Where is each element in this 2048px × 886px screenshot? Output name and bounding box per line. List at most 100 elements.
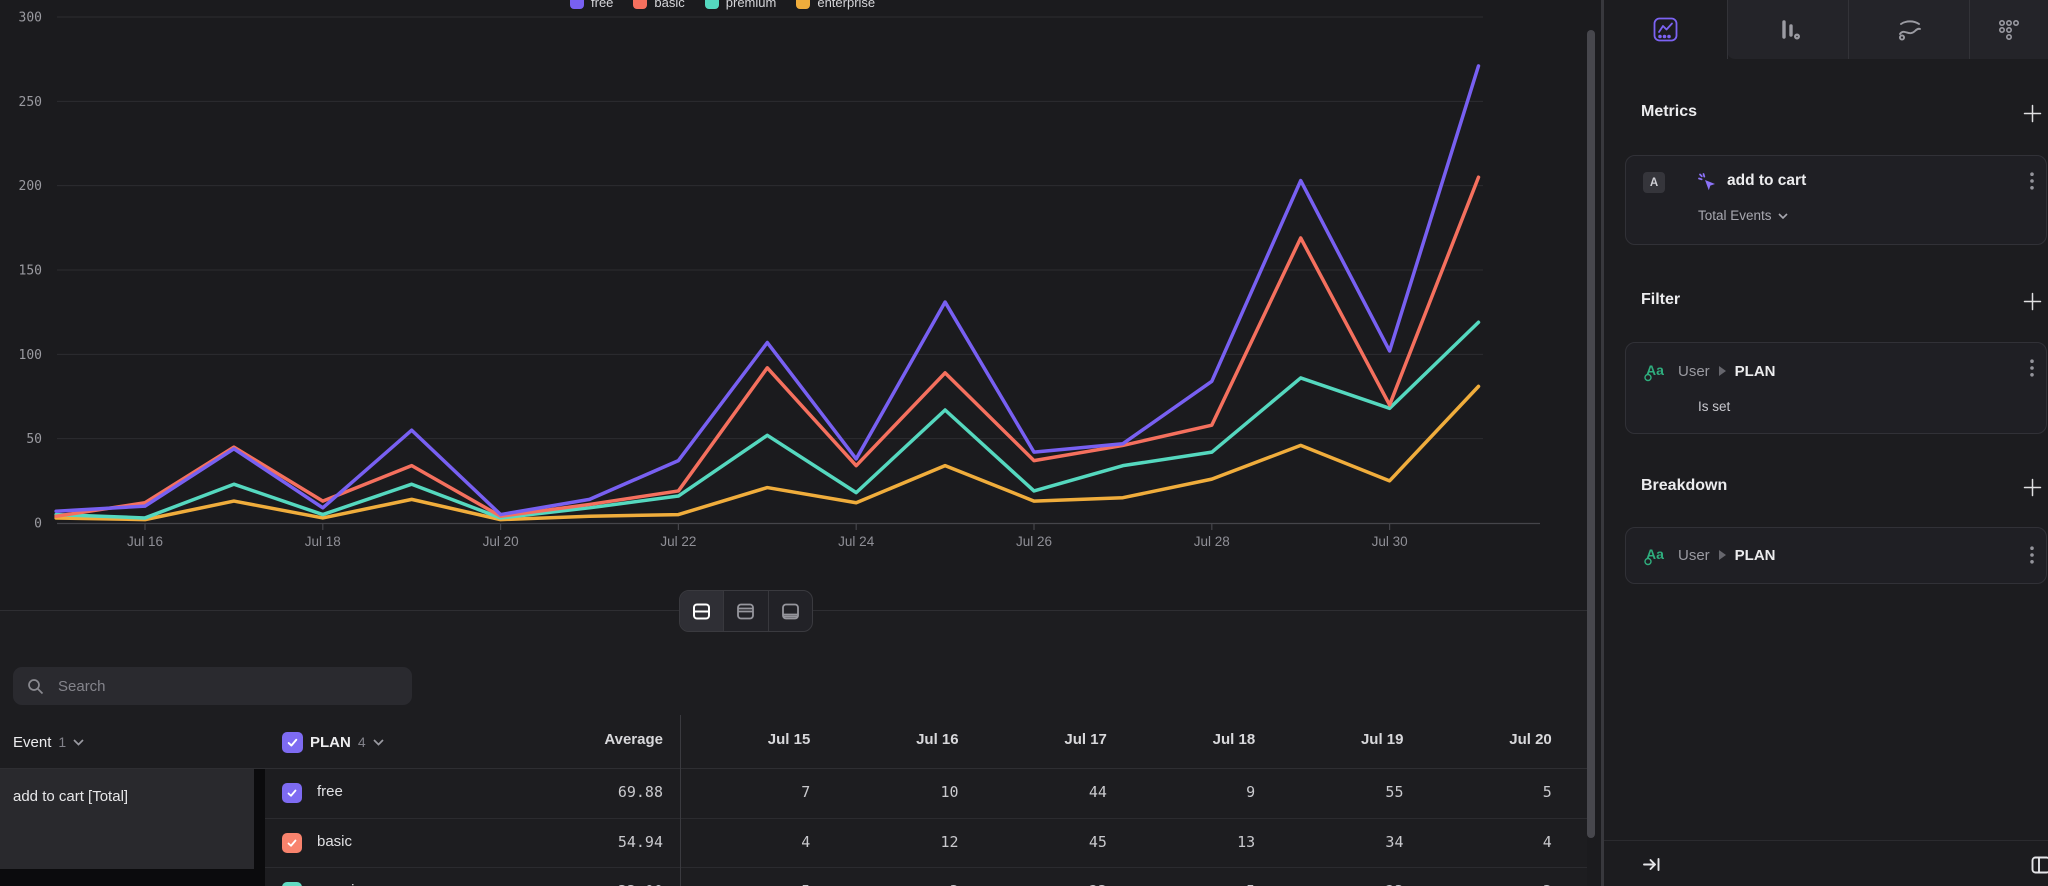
breakdown-card[interactable]: Aa User PLAN bbox=[1625, 527, 2047, 584]
average-column-header[interactable]: Average bbox=[604, 731, 663, 748]
table-row-basic[interactable]: basic 54.94 4 12 45 13 34 4 bbox=[265, 819, 1587, 868]
legend-label: basic bbox=[654, 0, 685, 10]
metric-aggregation-dropdown[interactable]: Total Events bbox=[1698, 208, 1788, 223]
chevron-down-icon bbox=[73, 738, 84, 746]
query-builder-panel: Metrics A add to cart Total Events Filte… bbox=[1601, 0, 2048, 886]
metric-letter-badge: A bbox=[1643, 172, 1665, 193]
plan-count: 4 bbox=[357, 734, 366, 750]
plan-header-checkbox[interactable] bbox=[282, 731, 303, 753]
x-axis-label: Jul 22 bbox=[660, 534, 696, 549]
view-split-button[interactable] bbox=[680, 591, 724, 631]
breakdown-property-label[interactable]: PLAN bbox=[1734, 546, 1776, 564]
filter-card[interactable]: Aa User PLAN Is set bbox=[1625, 342, 2047, 434]
series-line-free[interactable] bbox=[54, 64, 1481, 517]
table-row-premium[interactable]: premium33.0053235233 bbox=[265, 868, 1587, 886]
text-property-icon: Aa bbox=[1644, 546, 1664, 566]
metrics-section-title: Metrics bbox=[1641, 103, 1698, 120]
legend-item-free[interactable]: free bbox=[570, 0, 613, 10]
date-column-header[interactable]: Jul 16 bbox=[916, 731, 959, 748]
metric-card[interactable]: A add to cart Total Events bbox=[1625, 155, 2047, 245]
plan-label: premium bbox=[317, 882, 375, 886]
x-axis-label: Jul 30 bbox=[1372, 534, 1408, 549]
add-breakdown-button[interactable] bbox=[2021, 476, 2043, 498]
series-line-premium[interactable] bbox=[54, 320, 1481, 520]
value-cell: 23 bbox=[1255, 882, 1403, 886]
line-chart: 0 50 100 150 200 250 300 Jul 16 Jul 18 Jul 20 Jul … bbox=[19, 11, 1540, 549]
plan-checkbox-premium[interactable] bbox=[282, 882, 302, 886]
collapse-panel-button[interactable] bbox=[1641, 854, 1662, 880]
plan-checkbox-free[interactable] bbox=[282, 783, 302, 803]
metric-options-button[interactable] bbox=[2030, 172, 2034, 195]
filter-options-button[interactable] bbox=[2030, 359, 2034, 382]
y-axis-label: 250 bbox=[19, 95, 42, 110]
search-input[interactable] bbox=[56, 676, 380, 696]
value-cell: 55 bbox=[1385, 783, 1404, 801]
split-view-icon bbox=[693, 603, 711, 619]
add-filter-button[interactable] bbox=[2021, 290, 2043, 312]
filter-entity-label[interactable]: User bbox=[1678, 362, 1710, 380]
value-cell: 5 bbox=[662, 882, 810, 886]
value-cell: 5 bbox=[1107, 882, 1255, 886]
table-column-divider bbox=[680, 715, 681, 886]
date-column-header[interactable]: Jul 18 bbox=[1212, 731, 1256, 748]
value-cell: 10 bbox=[940, 783, 959, 801]
date-column-header[interactable]: Jul 15 bbox=[767, 731, 811, 748]
value-cell: 45 bbox=[1088, 832, 1107, 851]
legend-swatch bbox=[633, 0, 648, 9]
legend-swatch bbox=[570, 0, 584, 9]
event-column-header[interactable]: Event 1 bbox=[13, 731, 84, 753]
event-count: 1 bbox=[58, 734, 67, 750]
average-value: 69.88 bbox=[617, 783, 663, 801]
date-column-header[interactable]: Jul 19 bbox=[1360, 731, 1404, 748]
view-toggle bbox=[679, 590, 813, 632]
toggle-sidebar-button[interactable] bbox=[2030, 854, 2048, 881]
filter-section-title: Filter bbox=[1641, 291, 1681, 308]
event-row-label: add to cart [Total] bbox=[13, 788, 129, 805]
legend-item-premium[interactable]: premium bbox=[704, 0, 776, 10]
plan-column-header[interactable]: PLAN 4 bbox=[282, 731, 384, 753]
plus-icon bbox=[2023, 104, 2041, 122]
date-column-header[interactable]: Jul 17 bbox=[1064, 731, 1107, 748]
breakdown-options-button[interactable] bbox=[2030, 546, 2034, 569]
legend-item-enterprise[interactable]: enterprise bbox=[796, 0, 875, 10]
plan-label: basic bbox=[317, 832, 353, 850]
tab-insights-line-chart[interactable] bbox=[1604, 0, 1727, 59]
plan-header-label: PLAN bbox=[310, 733, 351, 751]
legend-swatch bbox=[704, 0, 719, 9]
legend-label: free bbox=[591, 0, 614, 10]
chevron-down-icon bbox=[1777, 212, 1788, 219]
date-column-header[interactable]: Jul 20 bbox=[1509, 731, 1552, 748]
legend-swatch bbox=[796, 0, 811, 9]
add-metric-button[interactable] bbox=[2021, 102, 2043, 124]
tab-bar-chart[interactable] bbox=[1728, 0, 1849, 59]
line-chart-icon bbox=[1653, 17, 1678, 42]
vertical-scrollbar[interactable] bbox=[1587, 30, 1595, 838]
legend-item-basic[interactable]: basic bbox=[633, 0, 685, 10]
series-line-enterprise[interactable] bbox=[54, 384, 1481, 522]
tab-flows[interactable] bbox=[1849, 0, 1970, 59]
value-cell: 23 bbox=[959, 882, 1107, 886]
event-row-cell[interactable]: add to cart [Total] bbox=[0, 769, 254, 869]
tab-divider bbox=[1727, 0, 1728, 59]
breakdown-entity-label[interactable]: User bbox=[1678, 546, 1710, 564]
plus-icon bbox=[2023, 478, 2041, 496]
average-value: 33.00 bbox=[520, 882, 663, 886]
filter-operator-dropdown[interactable]: Is set bbox=[1698, 399, 1730, 414]
table-row-free[interactable]: free 69.88 7 10 44 9 55 5 bbox=[265, 769, 1587, 819]
aggregation-label: Total Events bbox=[1698, 208, 1772, 223]
kebab-menu-icon bbox=[2030, 172, 2034, 190]
value-cell: 13 bbox=[1237, 832, 1256, 851]
plan-checkbox-basic[interactable] bbox=[282, 832, 302, 853]
view-top-panel-button[interactable] bbox=[723, 591, 767, 631]
y-axis-label: 300 bbox=[19, 11, 42, 26]
bar-chart-icon bbox=[1781, 19, 1800, 40]
view-bottom-panel-button[interactable] bbox=[767, 591, 812, 631]
svg-text:Aa: Aa bbox=[1646, 362, 1664, 378]
top-panel-view-icon bbox=[737, 603, 755, 619]
date-column-headers: Jul 15 Jul 16 Jul 17 Jul 18 Jul 19 Jul 20 bbox=[662, 731, 1552, 748]
filter-property-label[interactable]: PLAN bbox=[1734, 362, 1776, 380]
tab-more-chart-types[interactable] bbox=[1970, 0, 2048, 59]
series-line-basic[interactable] bbox=[54, 175, 1481, 519]
